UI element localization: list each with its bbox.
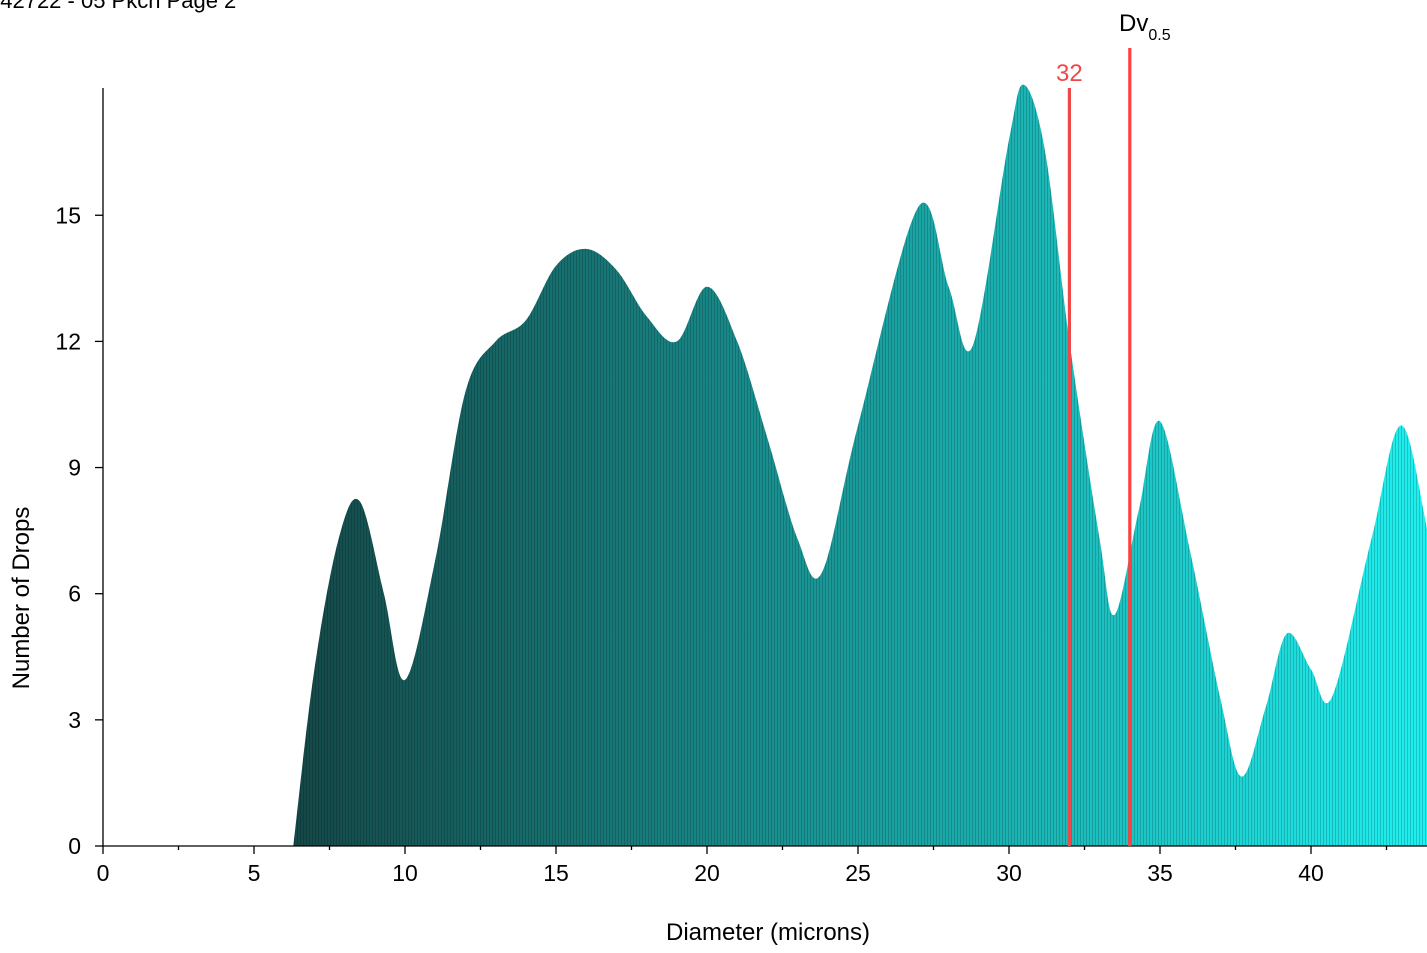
x-tick-label: 30: [996, 860, 1022, 886]
y-tick-label: 9: [68, 455, 81, 481]
y-tick-label: 3: [68, 707, 81, 733]
x-tick-label: 40: [1298, 860, 1324, 886]
x-tick-label: 20: [694, 860, 720, 886]
x-tick-label: 10: [392, 860, 418, 886]
area-layer: [293, 84, 1427, 846]
y-tick-label: 12: [55, 328, 81, 354]
y-axis-ticks: 0 3 6 9 12 15: [55, 202, 103, 859]
x-tick-label: 25: [845, 860, 871, 886]
x-tick-label: 0: [97, 860, 110, 886]
distribution-area-hatch-1: [293, 84, 1427, 846]
x-tick-label: 35: [1147, 860, 1173, 886]
marker-label-32: 32: [1056, 60, 1083, 87]
x-tick-label: 5: [248, 860, 261, 886]
x-tick-label: 15: [543, 860, 569, 886]
y-tick-label: 15: [55, 202, 81, 228]
y-axis-label: Number of Drops: [8, 507, 35, 690]
x-axis-label: Diameter (microns): [666, 919, 870, 946]
page-title: 042722 - 05 Pkcn Page 2: [0, 0, 236, 13]
marker-layer: Dv0.53248: [1056, 10, 1171, 846]
marker-label-dv50: Dv0.5: [1119, 10, 1171, 44]
y-tick-label: 6: [68, 581, 81, 607]
x-axis-ticks: 0510152025303540455055606570758085: [97, 846, 1388, 886]
y-tick-label: 0: [68, 833, 81, 859]
